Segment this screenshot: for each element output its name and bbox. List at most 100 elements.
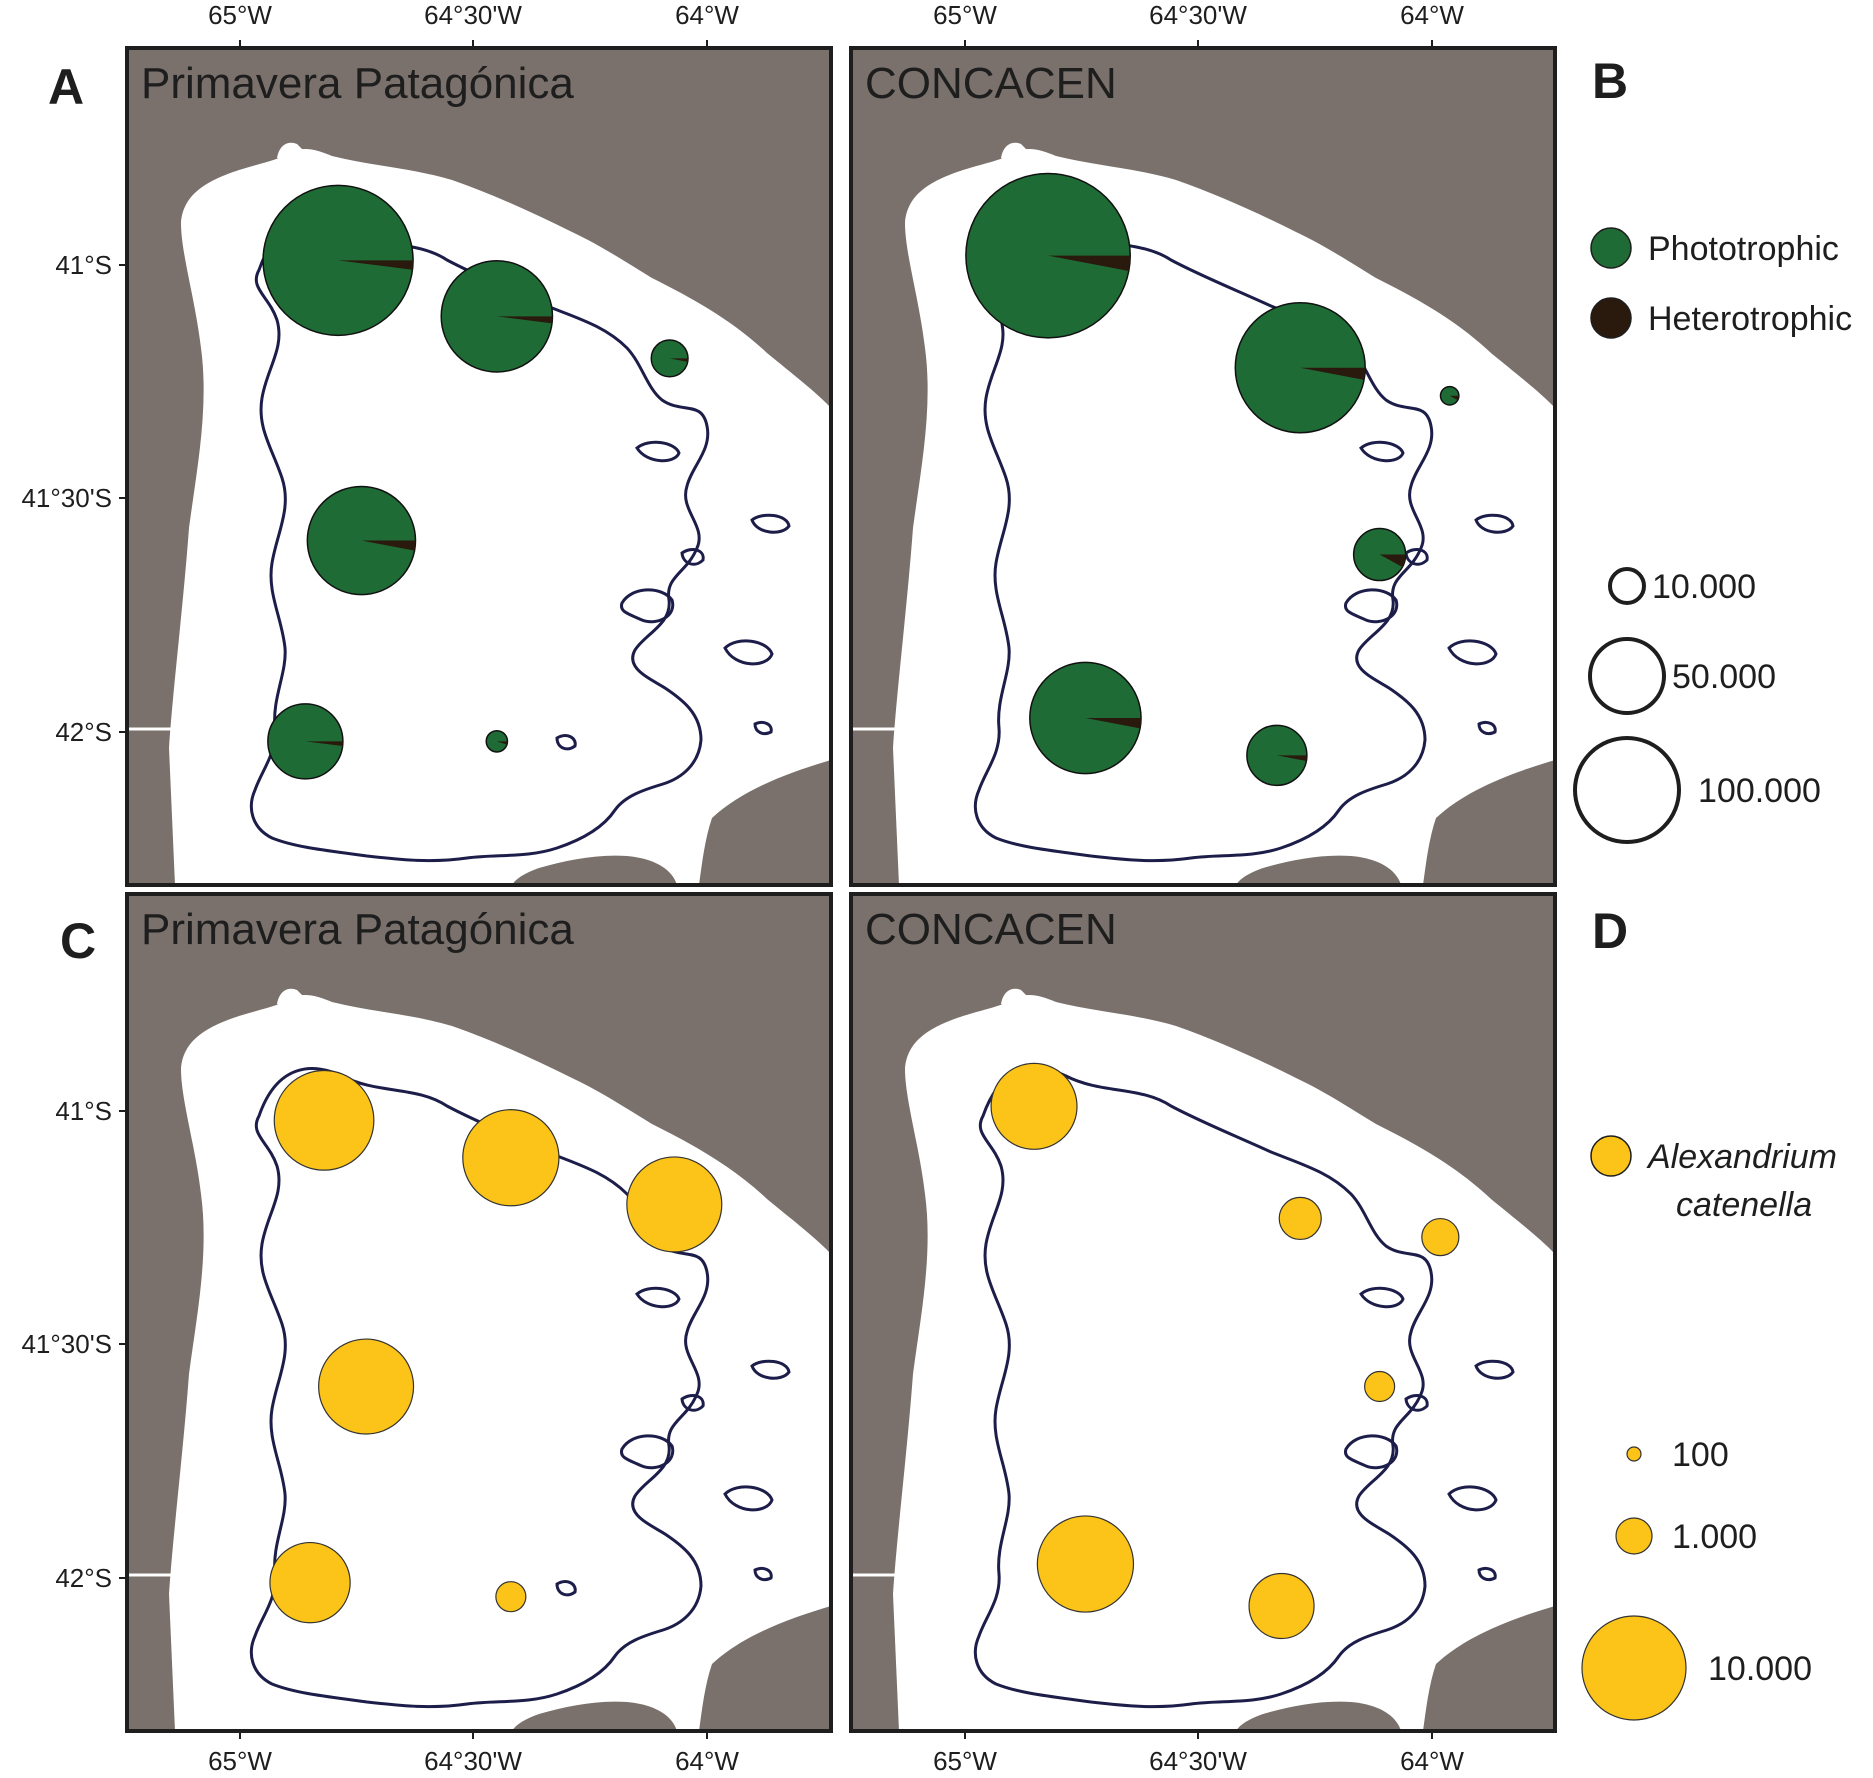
- panel-frame: [849, 892, 1557, 1733]
- lon-label-65w: 65°W: [208, 1746, 272, 1776]
- panel-d: CONCACEN: [849, 892, 1557, 1733]
- lat-axis-top: 41°S 41°30'S 42°S: [21, 250, 127, 747]
- heterotrophic-slice: [1085, 717, 1142, 729]
- top-axis-left: 65°W 64°30'W 64°W: [208, 0, 739, 48]
- lon-label-64w: 64°W: [675, 1746, 739, 1776]
- markers-d: [990, 1062, 1460, 1640]
- station-bubble-d-4: [1364, 1370, 1396, 1403]
- lat-label-41s: 41°S: [55, 1096, 112, 1126]
- panel-title: Primavera Patagónica: [141, 59, 574, 108]
- bathymetry-contour: [973, 1067, 1515, 1709]
- size-legend-bubble-1.000: [1615, 1517, 1653, 1555]
- lon-label-64-30w: 64°30'W: [1149, 1746, 1247, 1776]
- phototrophic-slice: [650, 339, 689, 378]
- legend-label-phototrophic: Phototrophic: [1648, 230, 1839, 268]
- station-pie-b-6: [1246, 724, 1308, 787]
- station-pie-b-2: [1234, 302, 1366, 434]
- panel-letter-a: A: [48, 59, 84, 115]
- panel-frame: [125, 46, 833, 887]
- heterotrophic-slice: [305, 741, 343, 747]
- station-bubble-c-2: [462, 1109, 560, 1207]
- markers-a: [262, 184, 689, 780]
- lat-axis-bottom: 41°S 41°30'S 42°S: [21, 1096, 127, 1593]
- size-legend-circle-100.000: [1573, 736, 1681, 844]
- size-legend-label-100.000: 100.000: [1698, 772, 1821, 810]
- lon-label-65w: 65°W: [933, 1746, 997, 1776]
- bathymetry-contour: [249, 221, 791, 863]
- heterotrophic-slice: [361, 540, 416, 551]
- station-pie-b-3: [1439, 385, 1460, 406]
- station-pie-a-4: [306, 485, 417, 596]
- lon-label-64w: 64°W: [1400, 0, 1464, 30]
- heterotrophic-slice: [1300, 367, 1366, 380]
- heterotrophic-slice: [338, 260, 414, 270]
- station-pie-b-4: [1352, 527, 1407, 582]
- panel-title: CONCACEN: [865, 905, 1117, 954]
- heterotrophic-slice: [1048, 255, 1131, 272]
- size-legend-label-100: 100: [1672, 1436, 1729, 1474]
- land-and-water: [127, 894, 831, 1731]
- lon-label-64w: 64°W: [675, 0, 739, 30]
- bottom-axis-left: 65°W 64°30'W 64°W: [208, 1731, 739, 1776]
- legend-label-heterotrophic: Heterotrophic: [1648, 300, 1852, 338]
- phototrophic-slice: [485, 729, 509, 753]
- panel-title: CONCACEN: [865, 59, 1117, 108]
- alexandrium-legend-icon: [1590, 1135, 1632, 1177]
- legend-species-line2: catenella: [1676, 1186, 1812, 1224]
- legend-species-line1: Alexandrium: [1646, 1138, 1837, 1176]
- markers-c: [269, 1069, 723, 1624]
- size-legend-circle-50.000: [1588, 637, 1666, 715]
- heterotrophic-slice: [1276, 755, 1307, 761]
- panel-letter-b: B: [1592, 53, 1628, 109]
- station-bubble-d-6: [1248, 1572, 1315, 1640]
- station-pie-a-6: [485, 729, 509, 753]
- station-bubble-d-2: [1278, 1196, 1322, 1241]
- panel-frame: [849, 46, 1557, 887]
- station-bubble-c-5: [269, 1541, 351, 1624]
- legend-bottom: Alexandrium catenella 100 1.000 10.000: [1581, 1135, 1837, 1721]
- markers-b: [965, 172, 1460, 787]
- station-bubble-d-3: [1421, 1217, 1460, 1257]
- station-pie-a-3: [650, 339, 689, 378]
- heterotrophic-slice: [496, 741, 508, 745]
- panel-letter-c: C: [60, 913, 96, 969]
- station-pie-b-1: [965, 172, 1131, 339]
- size-legend-bubble-100: [1626, 1446, 1642, 1462]
- station-pie-b-5: [1029, 661, 1142, 775]
- lon-label-64-30w: 64°30'W: [1149, 0, 1247, 30]
- lon-label-64w: 64°W: [1400, 1746, 1464, 1776]
- size-legend-label-10.000: 10.000: [1708, 1650, 1812, 1688]
- bottom-axis-right: 65°W 64°30'W 64°W: [933, 1731, 1464, 1776]
- phototrophic-slice: [306, 485, 417, 596]
- station-bubble-c-4: [318, 1338, 415, 1435]
- station-bubble-d-5: [1036, 1515, 1135, 1613]
- land-and-water: [851, 48, 1555, 885]
- lon-label-64-30w: 64°30'W: [424, 1746, 522, 1776]
- land-and-water: [127, 48, 831, 885]
- lat-label-41-30s: 41°30'S: [21, 1329, 112, 1359]
- legend-top-sizes: 10.000 50.000 100.000: [1573, 567, 1821, 844]
- panel-letter-d: D: [1592, 903, 1628, 959]
- top-axis-right: 65°W 64°30'W 64°W: [933, 0, 1464, 48]
- lat-label-42s: 42°S: [55, 1563, 112, 1593]
- lon-label-65w: 65°W: [208, 0, 272, 30]
- size-legend-label-1.000: 1.000: [1672, 1518, 1757, 1556]
- heterotrophic-slice: [1379, 554, 1406, 568]
- panel-a: Primavera Patagónica: [125, 46, 833, 887]
- station-pie-a-1: [262, 184, 414, 337]
- lat-label-42s: 42°S: [55, 717, 112, 747]
- size-legend-label-50.000: 50.000: [1672, 658, 1776, 696]
- heterotrophic-slice: [496, 316, 553, 324]
- lon-label-64-30w: 64°30'W: [424, 0, 522, 30]
- bathymetry-contour: [249, 1067, 791, 1709]
- station-bubble-c-3: [626, 1156, 723, 1253]
- phototrophic-slice: [1352, 527, 1407, 582]
- legend-top: Phototrophic Heterotrophic 10.00050.0001…: [1573, 227, 1852, 844]
- station-bubble-c-6: [495, 1581, 527, 1613]
- land-and-water: [851, 894, 1555, 1731]
- lat-label-41s: 41°S: [55, 250, 112, 280]
- panel-b: CONCACEN: [849, 46, 1557, 887]
- phototrophic-legend-icon: [1590, 227, 1632, 269]
- lat-label-41-30s: 41°30'S: [21, 483, 112, 513]
